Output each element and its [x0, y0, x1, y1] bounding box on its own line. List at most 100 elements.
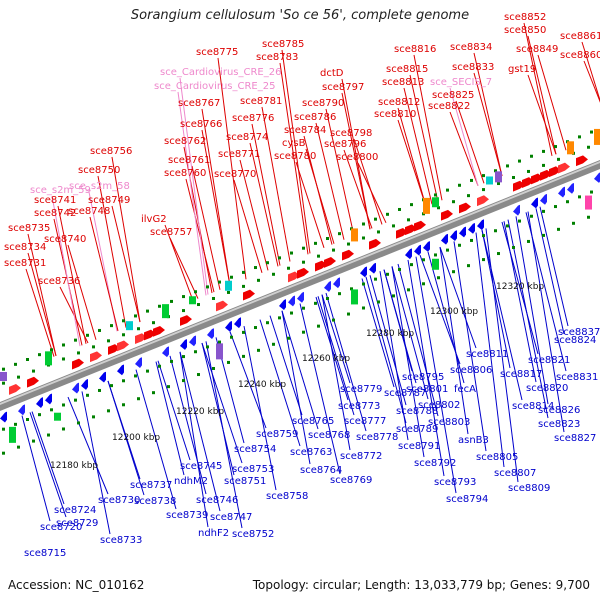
leader-line — [527, 211, 565, 433]
tick-mark — [62, 343, 65, 347]
gene-label: sce8798 — [330, 128, 372, 139]
gene-label: sce8757 — [150, 227, 192, 238]
reverse-gene-arrow — [360, 266, 367, 278]
tick-mark — [98, 388, 101, 392]
leader-line — [299, 303, 341, 475]
leader-line — [341, 78, 371, 230]
tick-mark — [137, 397, 140, 401]
gene-label: sce8824 — [554, 335, 596, 346]
gene-label: sce8822 — [428, 101, 470, 112]
leader-line — [269, 315, 303, 416]
tick-mark — [590, 190, 593, 194]
tick-mark — [512, 175, 515, 179]
gene-label: sce8737 — [130, 480, 172, 491]
kbp-label: 12280 kbp — [366, 329, 414, 339]
leader-line — [321, 294, 351, 384]
tick-mark — [497, 252, 500, 256]
gene-label: sce8742 — [34, 208, 76, 219]
tick-mark — [110, 384, 113, 388]
tick-mark — [557, 227, 560, 231]
reverse-gene-arrow — [441, 233, 448, 245]
reverse-gene-arrow — [180, 339, 187, 350]
tick-mark — [407, 288, 410, 292]
leader-line — [537, 54, 567, 151]
gene-label: sce8774 — [226, 132, 268, 143]
tick-mark — [74, 338, 77, 342]
gene-label: sce8741 — [34, 195, 76, 206]
leader-line — [135, 369, 177, 510]
gene-label: sce8733 — [100, 535, 142, 546]
gene-label: sce8833 — [452, 62, 494, 73]
leader-line — [295, 161, 325, 248]
leader-line — [107, 380, 145, 496]
gene-label: sce8715 — [24, 548, 66, 559]
rna-feature-block — [45, 351, 52, 366]
forward-gene-arrow — [297, 267, 309, 279]
gene-label: sce8750 — [78, 165, 120, 176]
tick-mark — [362, 306, 365, 310]
reverse-gene-arrow — [405, 248, 412, 260]
tick-mark — [467, 264, 470, 268]
tick-mark — [278, 256, 281, 260]
gene-label: sce8802 — [418, 400, 460, 411]
tick-mark — [14, 362, 17, 366]
reverse-gene-arrow — [0, 411, 7, 423]
leader-line — [164, 224, 194, 301]
tick-mark — [557, 157, 560, 161]
leader-line — [169, 355, 207, 495]
tick-mark — [482, 258, 485, 262]
tick-mark — [272, 342, 275, 346]
forward-gene-arrow — [216, 300, 228, 312]
tick-mark — [512, 245, 515, 249]
tick-mark — [227, 360, 230, 364]
leader-line — [515, 216, 549, 405]
gene-label: sce8781 — [240, 96, 282, 107]
tick-mark — [446, 188, 449, 192]
gene-label: sce8820 — [526, 383, 568, 394]
tick-mark — [242, 354, 245, 358]
kbp-tick-labels: 12180 kbp 12200 kbp 12220 kbp 12240 kbp … — [50, 282, 544, 471]
gene-label: sce8760 — [164, 168, 206, 179]
tick-mark — [338, 232, 341, 236]
tick-mark — [257, 278, 260, 282]
tick-mark — [170, 299, 173, 303]
leader-line — [407, 259, 445, 477]
tick-mark — [197, 303, 200, 307]
gene-label: sce8795 — [402, 372, 444, 383]
gene-label: sce8769 — [330, 475, 372, 486]
leader-line — [179, 351, 221, 512]
tick-mark — [242, 284, 245, 288]
leader-line — [481, 229, 523, 401]
reverse-gene-arrow — [225, 320, 232, 332]
tick-mark — [587, 215, 590, 219]
tick-mark — [38, 353, 41, 357]
kbp-label: 12260 kbp — [302, 354, 350, 364]
gene-label: sce8770 — [214, 169, 256, 180]
tick-mark — [410, 263, 413, 267]
forward-gene-arrow — [342, 249, 354, 261]
tick-mark — [92, 345, 95, 349]
gene-label: sce8753 — [232, 464, 274, 475]
forward-gene-arrow — [243, 289, 255, 301]
forward-gene-arrow — [369, 238, 381, 250]
gene-label: sce8812 — [378, 97, 420, 108]
tick-mark — [398, 267, 401, 271]
leader-line — [217, 57, 247, 280]
leader-line — [25, 268, 55, 357]
gene-label: sce_s2m_58 — [69, 181, 130, 192]
gene-label: sce8738 — [134, 496, 176, 507]
tick-mark — [542, 233, 545, 237]
tick-mark — [2, 367, 5, 371]
rna-feature-block — [54, 412, 61, 421]
gene-label: sce_Cardiovirus_CRE_25 — [154, 81, 275, 92]
rna-feature-block — [162, 304, 169, 319]
gene-label: sce8785 — [262, 39, 304, 50]
leader-line — [239, 159, 269, 271]
tick-mark — [182, 379, 185, 383]
tick-mark — [32, 369, 35, 373]
tick-mark — [212, 296, 215, 300]
leader-line — [81, 391, 111, 535]
gene-label: sce8809 — [508, 483, 550, 494]
rna-feature-block — [216, 343, 223, 360]
